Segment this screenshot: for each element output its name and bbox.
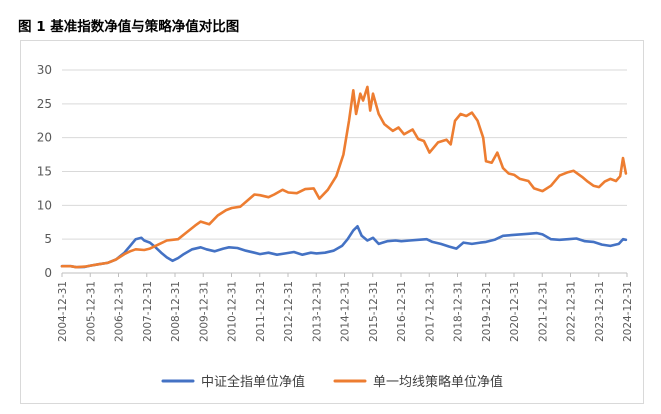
x-tick-label: 2019-12-31 [481,281,493,342]
x-tick-label: 2024-12-31 [622,281,634,342]
y-tick-label: 0 [44,266,52,280]
x-tick-label: 2017-12-31 [424,281,436,342]
x-tick-label: 2005-12-31 [85,281,97,342]
x-tick-label: 2012-12-31 [283,281,295,342]
x-tick-label: 2016-12-31 [396,281,408,342]
y-tick-label: 5 [44,232,52,246]
legend-label-1: 单一均线策略单位净值 [373,374,503,390]
legend-label-0: 中证全指单位净值 [201,374,305,390]
x-tick-label: 2020-12-31 [509,281,521,342]
figure-caption: 图 1 基准指数净值与策略净值对比图 [18,19,240,35]
x-tick-label: 2023-12-31 [594,281,606,342]
series-line-1 [60,85,628,269]
x-tick-label: 2015-12-31 [368,281,380,342]
x-tick-label: 2010-12-31 [227,281,239,342]
x-tick-label: 2011-12-31 [255,281,267,342]
x-tick-label: 2014-12-31 [340,281,352,342]
x-tick-label: 2021-12-31 [537,281,549,342]
y-tick-label: 10 [37,198,52,212]
x-tick-label: 2008-12-31 [170,281,182,342]
y-tick-label: 20 [37,131,52,145]
x-tick-label: 2009-12-31 [198,281,210,342]
x-tick-label: 2022-12-31 [566,281,578,342]
x-tick-label: 2018-12-31 [453,281,465,342]
x-tick-label: 2007-12-31 [142,281,154,342]
x-tick-label: 2006-12-31 [114,281,126,342]
y-tick-label: 15 [37,165,52,179]
chart-frame [20,40,644,404]
x-tick-label: 2004-12-31 [57,281,69,342]
x-tick-label: 2013-12-31 [311,281,323,342]
y-tick-label: 30 [37,63,52,77]
series-line-0 [60,225,628,269]
y-tick-label: 25 [37,97,52,111]
